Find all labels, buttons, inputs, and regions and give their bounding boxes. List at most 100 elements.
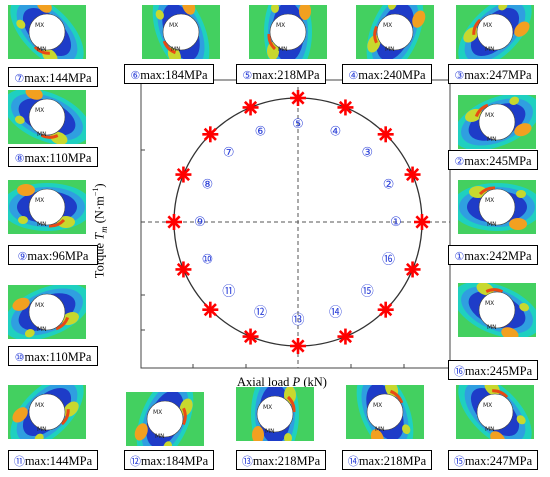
caption-max-stress-2: max:245MPa bbox=[464, 154, 532, 168]
load-point-11 bbox=[202, 301, 219, 318]
caption-index-9: ⑨ bbox=[17, 250, 28, 263]
svg-text:MX: MX bbox=[485, 300, 494, 307]
load-point-label-8: ⑧ bbox=[202, 177, 214, 192]
svg-text:MX: MX bbox=[35, 107, 44, 114]
contour-plot-12: MX MN bbox=[126, 392, 204, 446]
svg-text:MX: MX bbox=[276, 22, 285, 29]
svg-text:MN: MN bbox=[37, 46, 47, 53]
contour-plot-2: MX MN bbox=[458, 95, 536, 149]
load-point-12 bbox=[242, 328, 259, 345]
svg-text:MN: MN bbox=[487, 221, 497, 228]
contour-plot-8: MX MN bbox=[8, 90, 86, 144]
caption-max-stress-14: max:218MPa bbox=[358, 454, 427, 468]
load-point-label-7: ⑦ bbox=[223, 146, 235, 161]
load-point-5 bbox=[290, 90, 306, 106]
contour-plot-15: MX MN bbox=[456, 385, 534, 439]
stress-caption-4: ④max:240MPa bbox=[342, 64, 432, 84]
load-point-label-13: ⑬ bbox=[291, 313, 304, 328]
caption-max-stress-4: max:240MPa bbox=[358, 68, 426, 82]
contour-plot-4: MX MN bbox=[356, 5, 434, 59]
svg-text:MN: MN bbox=[37, 131, 47, 138]
x-axis-label: Axial load P (kN) bbox=[237, 375, 327, 389]
svg-text:MX: MX bbox=[373, 402, 382, 409]
contour-thumbnail-4: MX MN bbox=[356, 5, 434, 59]
caption-index-11: ⑪ bbox=[13, 455, 25, 468]
svg-text:MN: MN bbox=[155, 433, 165, 440]
caption-max-stress-12: max:184MPa bbox=[140, 454, 209, 468]
contour-thumbnail-13: MX MN bbox=[236, 387, 314, 441]
svg-text:MN: MN bbox=[485, 426, 495, 433]
contour-plot-16: MX MN bbox=[458, 283, 536, 337]
contour-plot-13: MX MN bbox=[236, 387, 314, 441]
caption-max-stress-6: max:184MPa bbox=[140, 68, 208, 82]
load-point-9 bbox=[166, 214, 182, 230]
contour-plot-3: MX MN bbox=[456, 5, 534, 59]
caption-index-6: ⑥ bbox=[130, 69, 141, 82]
caption-index-1: ① bbox=[454, 250, 465, 263]
load-point-markers bbox=[166, 90, 430, 354]
svg-text:MN: MN bbox=[37, 426, 47, 433]
contour-thumbnail-10: MX MN bbox=[8, 285, 86, 339]
caption-max-stress-15: max:247MPa bbox=[464, 454, 533, 468]
load-point-4 bbox=[337, 99, 354, 116]
load-point-10 bbox=[175, 261, 192, 278]
caption-index-7: ⑦ bbox=[14, 72, 25, 85]
caption-index-16: ⑯ bbox=[453, 365, 465, 378]
contour-plot-11: MX MN bbox=[8, 385, 86, 439]
load-point-2 bbox=[404, 166, 421, 183]
caption-index-12: ⑫ bbox=[129, 455, 141, 468]
svg-text:MX: MX bbox=[153, 409, 162, 416]
caption-index-8: ⑧ bbox=[14, 152, 25, 165]
stress-caption-8: ⑧max:110MPa bbox=[8, 147, 98, 167]
svg-text:MX: MX bbox=[485, 112, 494, 119]
contour-thumbnail-8: MX MN bbox=[8, 90, 86, 144]
contour-thumbnail-16: MX MN bbox=[458, 283, 536, 337]
contour-plot-5: MX MN bbox=[249, 5, 327, 59]
svg-text:MN: MN bbox=[487, 136, 497, 143]
svg-text:MX: MX bbox=[35, 197, 44, 204]
load-point-label-6: ⑥ bbox=[255, 124, 267, 139]
caption-max-stress-9: max:96MPa bbox=[27, 249, 89, 263]
caption-index-13: ⑬ bbox=[241, 455, 253, 468]
stress-caption-6: ⑥max:184MPa bbox=[124, 64, 214, 84]
load-point-6 bbox=[242, 99, 259, 116]
svg-text:MN: MN bbox=[278, 46, 288, 53]
load-point-16 bbox=[404, 261, 421, 278]
load-point-label-2: ② bbox=[383, 177, 395, 192]
stress-caption-15: ⑮max:247MPa bbox=[448, 450, 538, 470]
caption-max-stress-1: max:242MPa bbox=[464, 249, 532, 263]
contour-plot-10: MX MN bbox=[8, 285, 86, 339]
load-point-label-14: ⑭ bbox=[329, 306, 342, 321]
caption-index-10: ⑩ bbox=[14, 351, 25, 364]
contour-plot-6: MX MN bbox=[142, 5, 220, 59]
stress-caption-13: ⑬max:218MPa bbox=[236, 450, 326, 470]
caption-max-stress-13: max:218MPa bbox=[252, 454, 321, 468]
svg-text:MX: MX bbox=[483, 402, 492, 409]
load-point-label-3: ③ bbox=[361, 146, 373, 161]
caption-index-3: ③ bbox=[454, 69, 465, 82]
svg-text:MX: MX bbox=[169, 22, 178, 29]
stress-caption-16: ⑯max:245MPa bbox=[448, 360, 538, 380]
contour-thumbnail-3: MX MN bbox=[456, 5, 534, 59]
stress-caption-7: ⑦max:144MPa bbox=[8, 67, 98, 87]
contour-thumbnail-12: MX MN bbox=[126, 392, 204, 446]
contour-thumbnail-2: MX MN bbox=[458, 95, 536, 149]
load-point-label-16: ⑯ bbox=[382, 253, 395, 268]
caption-max-stress-3: max:247MPa bbox=[464, 68, 532, 82]
stress-caption-5: ⑤max:218MPa bbox=[236, 64, 326, 84]
load-point-label-1: ① bbox=[390, 215, 402, 230]
load-point-13 bbox=[290, 338, 306, 354]
contour-plot-7: MX MN bbox=[8, 5, 86, 59]
contour-thumbnail-14: MX MN bbox=[346, 385, 424, 439]
load-point-label-10: ⑩ bbox=[202, 253, 214, 268]
svg-text:MN: MN bbox=[487, 324, 497, 331]
contour-plot-9: MX MN bbox=[8, 180, 86, 234]
svg-text:MN: MN bbox=[385, 46, 395, 53]
caption-max-stress-8: max:110MPa bbox=[24, 151, 92, 165]
load-point-label-12: ⑫ bbox=[254, 306, 267, 321]
contour-thumbnail-7: MX MN bbox=[8, 5, 86, 59]
caption-max-stress-11: max:144MPa bbox=[24, 454, 93, 468]
load-point-label-5: ⑤ bbox=[292, 117, 304, 132]
svg-text:MN: MN bbox=[171, 46, 181, 53]
contour-thumbnail-9: MX MN bbox=[8, 180, 86, 234]
